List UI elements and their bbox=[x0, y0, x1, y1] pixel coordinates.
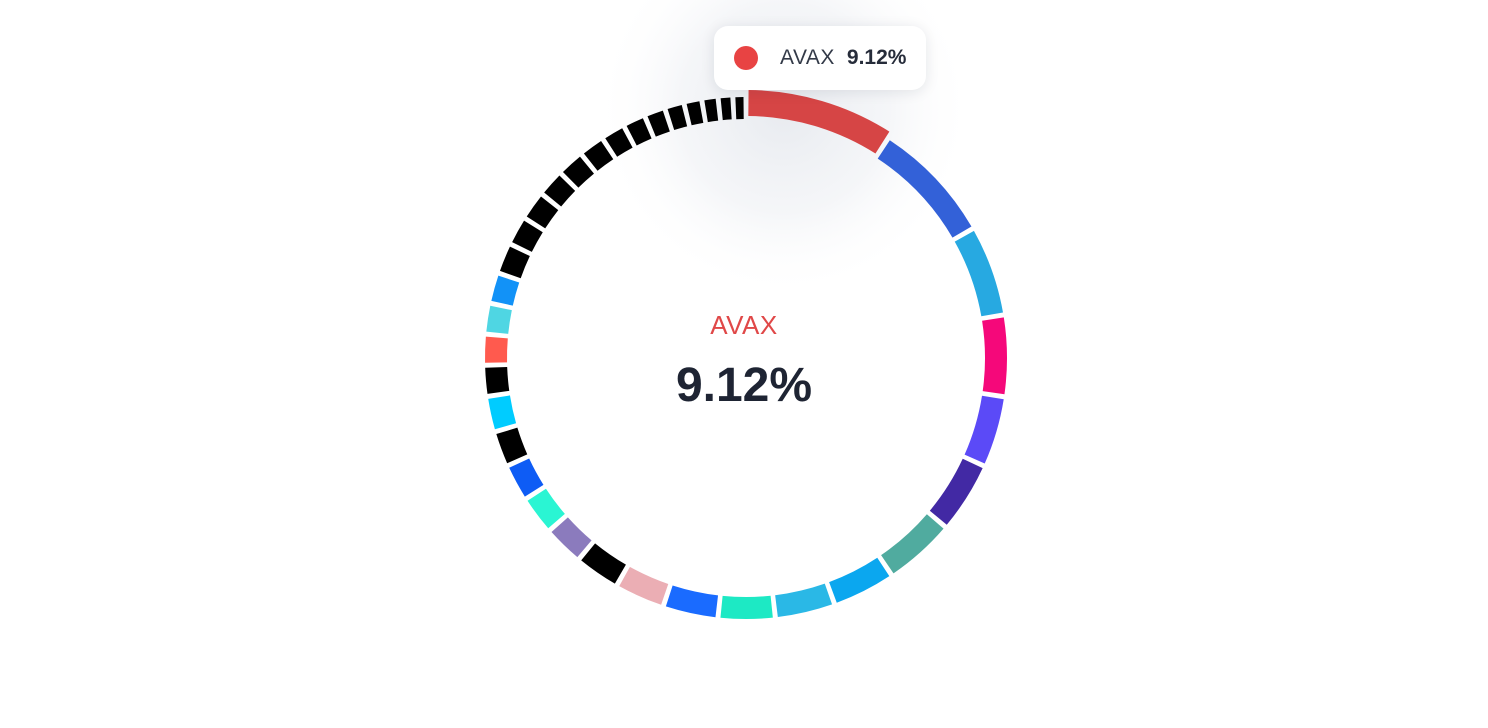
slice-5[interactable] bbox=[964, 395, 1004, 464]
slice-26[interactable] bbox=[544, 175, 576, 207]
slice-20[interactable] bbox=[484, 336, 508, 363]
slice-7[interactable] bbox=[881, 514, 944, 574]
slice-34[interactable] bbox=[704, 98, 719, 123]
chart-tooltip: AVAX 9.12% bbox=[714, 26, 927, 90]
slice-27[interactable] bbox=[562, 156, 594, 188]
slice-25[interactable] bbox=[526, 196, 559, 229]
slice-36[interactable] bbox=[735, 97, 744, 120]
tooltip-series-name: AVAX bbox=[780, 46, 835, 69]
slice-6[interactable] bbox=[929, 458, 983, 525]
slice-2[interactable] bbox=[877, 140, 972, 238]
slice-13[interactable] bbox=[581, 543, 626, 584]
slice-10[interactable] bbox=[720, 595, 773, 619]
donut-slices bbox=[484, 90, 1007, 619]
tooltip-series-value: 9.12% bbox=[846, 46, 907, 69]
slice-21[interactable] bbox=[486, 305, 512, 334]
slice-23[interactable] bbox=[499, 246, 530, 279]
center-series-name: AVAX bbox=[710, 310, 778, 340]
slice-18[interactable] bbox=[488, 395, 517, 430]
slice-22[interactable] bbox=[491, 275, 520, 306]
slice-8[interactable] bbox=[829, 557, 890, 603]
slice-29[interactable] bbox=[605, 128, 633, 157]
slice-15[interactable] bbox=[527, 488, 565, 529]
slice-avax[interactable] bbox=[748, 90, 890, 154]
slice-19[interactable] bbox=[485, 366, 510, 394]
slice-35[interactable] bbox=[720, 97, 732, 121]
slice-3[interactable] bbox=[954, 230, 1003, 317]
slice-16[interactable] bbox=[509, 458, 544, 497]
slice-31[interactable] bbox=[647, 110, 670, 137]
slice-4[interactable] bbox=[982, 317, 1007, 395]
slice-28[interactable] bbox=[583, 140, 614, 171]
slice-17[interactable] bbox=[496, 427, 528, 464]
slice-9[interactable] bbox=[775, 583, 833, 618]
slice-33[interactable] bbox=[686, 101, 704, 126]
slice-30[interactable] bbox=[626, 118, 652, 146]
slice-24[interactable] bbox=[512, 220, 543, 252]
slice-32[interactable] bbox=[667, 105, 688, 131]
tooltip-color-dot bbox=[734, 46, 758, 70]
slice-11[interactable] bbox=[665, 585, 719, 618]
slice-12[interactable] bbox=[619, 566, 669, 605]
center-series-value: 9.12% bbox=[675, 359, 813, 412]
slice-14[interactable] bbox=[551, 517, 592, 558]
